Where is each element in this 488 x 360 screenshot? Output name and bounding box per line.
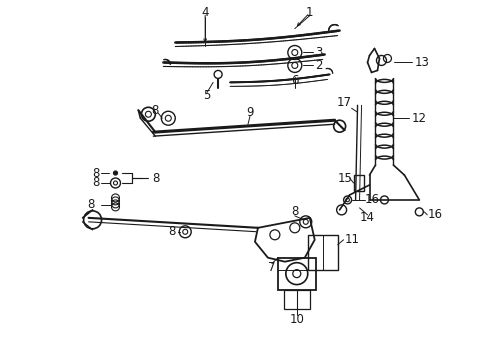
Text: 1: 1 — [305, 6, 313, 19]
Text: 8: 8 — [92, 167, 99, 180]
Text: 16: 16 — [364, 193, 379, 206]
Text: 16: 16 — [427, 208, 441, 221]
Text: 3: 3 — [314, 46, 322, 59]
Bar — [307, 235, 337, 270]
Circle shape — [113, 171, 117, 175]
Text: 5: 5 — [203, 89, 210, 102]
Text: 14: 14 — [359, 211, 374, 224]
Text: 8: 8 — [151, 104, 159, 117]
Text: 17: 17 — [336, 96, 351, 109]
Text: 13: 13 — [413, 56, 428, 69]
Text: 8: 8 — [92, 176, 99, 189]
Text: 6: 6 — [290, 74, 298, 87]
Text: 10: 10 — [289, 313, 304, 326]
Bar — [277, 258, 315, 289]
Text: 4: 4 — [201, 6, 208, 19]
Text: 11: 11 — [344, 233, 359, 246]
Text: 12: 12 — [410, 112, 426, 125]
Bar — [283, 289, 309, 310]
Text: 8: 8 — [290, 205, 298, 219]
Text: 2: 2 — [314, 59, 322, 72]
Text: 9: 9 — [246, 106, 253, 119]
Circle shape — [214, 71, 222, 78]
Polygon shape — [254, 218, 314, 262]
Text: 8: 8 — [87, 198, 94, 211]
Text: 7: 7 — [267, 261, 275, 274]
Text: 8: 8 — [168, 225, 176, 238]
Bar — [353, 175, 363, 191]
Text: 15: 15 — [337, 171, 351, 185]
Text: 8: 8 — [152, 171, 160, 185]
